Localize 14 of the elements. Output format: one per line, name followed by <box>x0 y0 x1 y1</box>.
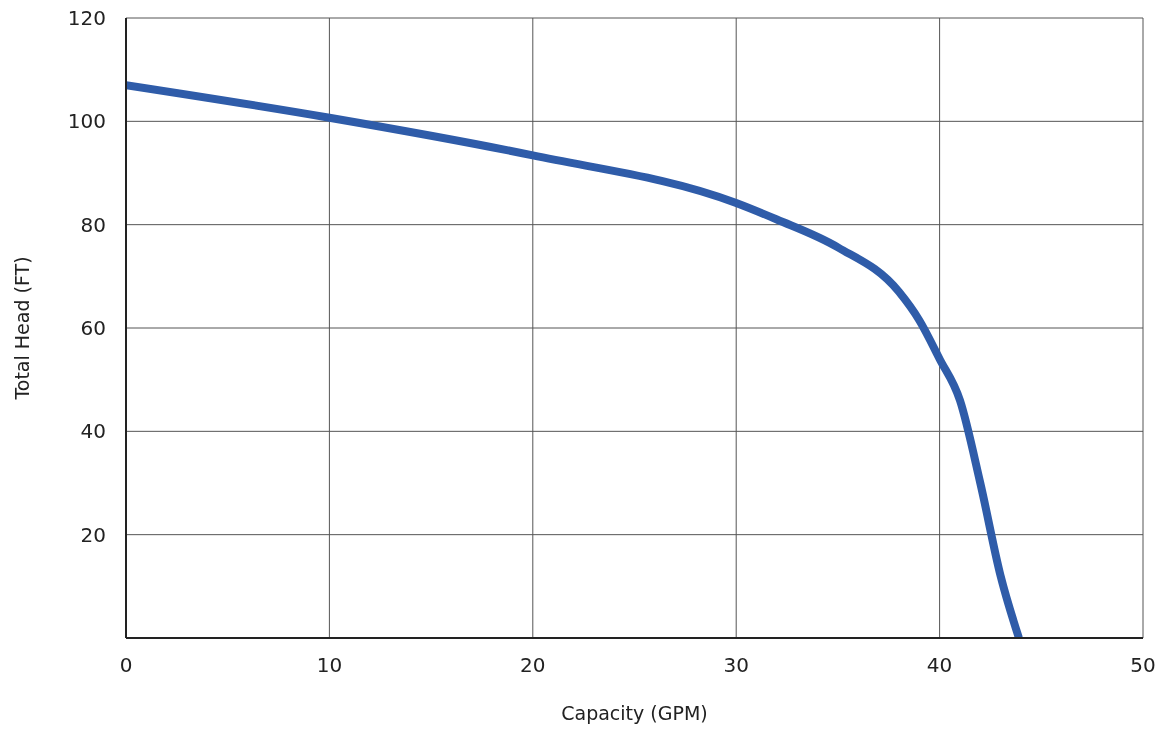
y-tick-label: 100 <box>67 109 106 134</box>
x-axis-title: Capacity (GPM) <box>561 702 708 724</box>
y-tick-label: 40 <box>80 419 106 444</box>
y-tick-label: 20 <box>80 522 106 547</box>
x-tick-label: 50 <box>1130 653 1156 678</box>
x-tick-label: 10 <box>316 653 343 678</box>
y-tick-label: 80 <box>80 212 106 237</box>
y-tick-label: 60 <box>80 316 106 341</box>
y-tick-label: 120 <box>67 6 106 31</box>
x-tick-label: 30 <box>723 653 749 678</box>
y-axis-title: Total Head (FT) <box>10 256 33 401</box>
x-tick-label: 0 <box>119 653 133 678</box>
x-tick-label: 40 <box>926 653 953 678</box>
x-tick-label: 20 <box>520 653 546 678</box>
